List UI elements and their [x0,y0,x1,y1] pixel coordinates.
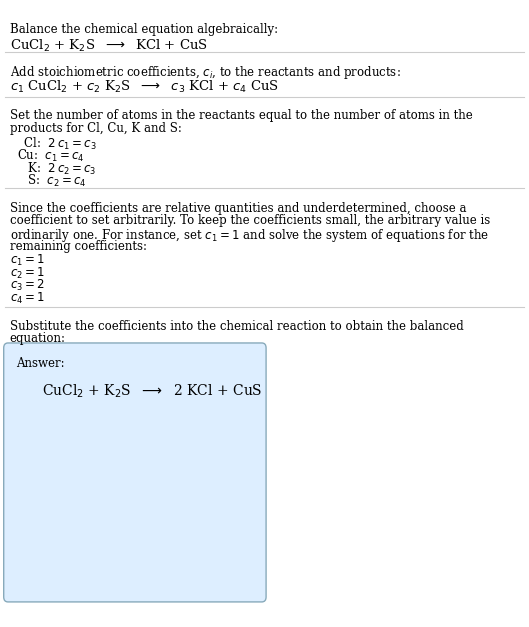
Text: CuCl$_2$ + K$_2$S  $\longrightarrow$  2 KCl + CuS: CuCl$_2$ + K$_2$S $\longrightarrow$ 2 KC… [42,382,263,400]
Text: K:  $2\,c_2 = c_3$: K: $2\,c_2 = c_3$ [20,161,97,177]
Text: $c_1$ CuCl$_2$ + $c_2$ K$_2$S  $\longrightarrow$  $c_3$ KCl + $c_4$ CuS: $c_1$ CuCl$_2$ + $c_2$ K$_2$S $\longrigh… [10,79,278,95]
Text: $c_4 = 1$: $c_4 = 1$ [10,291,44,306]
Text: products for Cl, Cu, K and S:: products for Cl, Cu, K and S: [10,122,181,135]
Text: $c_3 = 2$: $c_3 = 2$ [10,278,44,293]
Text: $c_2 = 1$: $c_2 = 1$ [10,266,44,281]
Text: Substitute the coefficients into the chemical reaction to obtain the balanced: Substitute the coefficients into the che… [10,320,463,333]
Text: Answer:: Answer: [16,357,65,371]
Text: Balance the chemical equation algebraically:: Balance the chemical equation algebraica… [10,23,278,36]
Text: Cu:  $c_1 = c_4$: Cu: $c_1 = c_4$ [17,148,85,164]
Text: $c_1 = 1$: $c_1 = 1$ [10,253,44,268]
Text: coefficient to set arbitrarily. To keep the coefficients small, the arbitrary va: coefficient to set arbitrarily. To keep … [10,214,490,228]
Text: equation:: equation: [10,332,66,345]
Text: Add stoichiometric coefficients, $c_i$, to the reactants and products:: Add stoichiometric coefficients, $c_i$, … [10,64,400,81]
Text: remaining coefficients:: remaining coefficients: [10,240,147,253]
FancyBboxPatch shape [4,343,266,602]
Text: ordinarily one. For instance, set $c_1 = 1$ and solve the system of equations fo: ordinarily one. For instance, set $c_1 =… [10,227,489,244]
Text: S:  $c_2 = c_4$: S: $c_2 = c_4$ [20,173,87,189]
Text: Set the number of atoms in the reactants equal to the number of atoms in the: Set the number of atoms in the reactants… [10,109,472,122]
Text: Since the coefficients are relative quantities and underdetermined, choose a: Since the coefficients are relative quan… [10,202,466,215]
Text: Cl:  $2\,c_1 = c_3$: Cl: $2\,c_1 = c_3$ [20,135,97,152]
Text: CuCl$_2$ + K$_2$S  $\longrightarrow$  KCl + CuS: CuCl$_2$ + K$_2$S $\longrightarrow$ KCl … [10,38,207,54]
